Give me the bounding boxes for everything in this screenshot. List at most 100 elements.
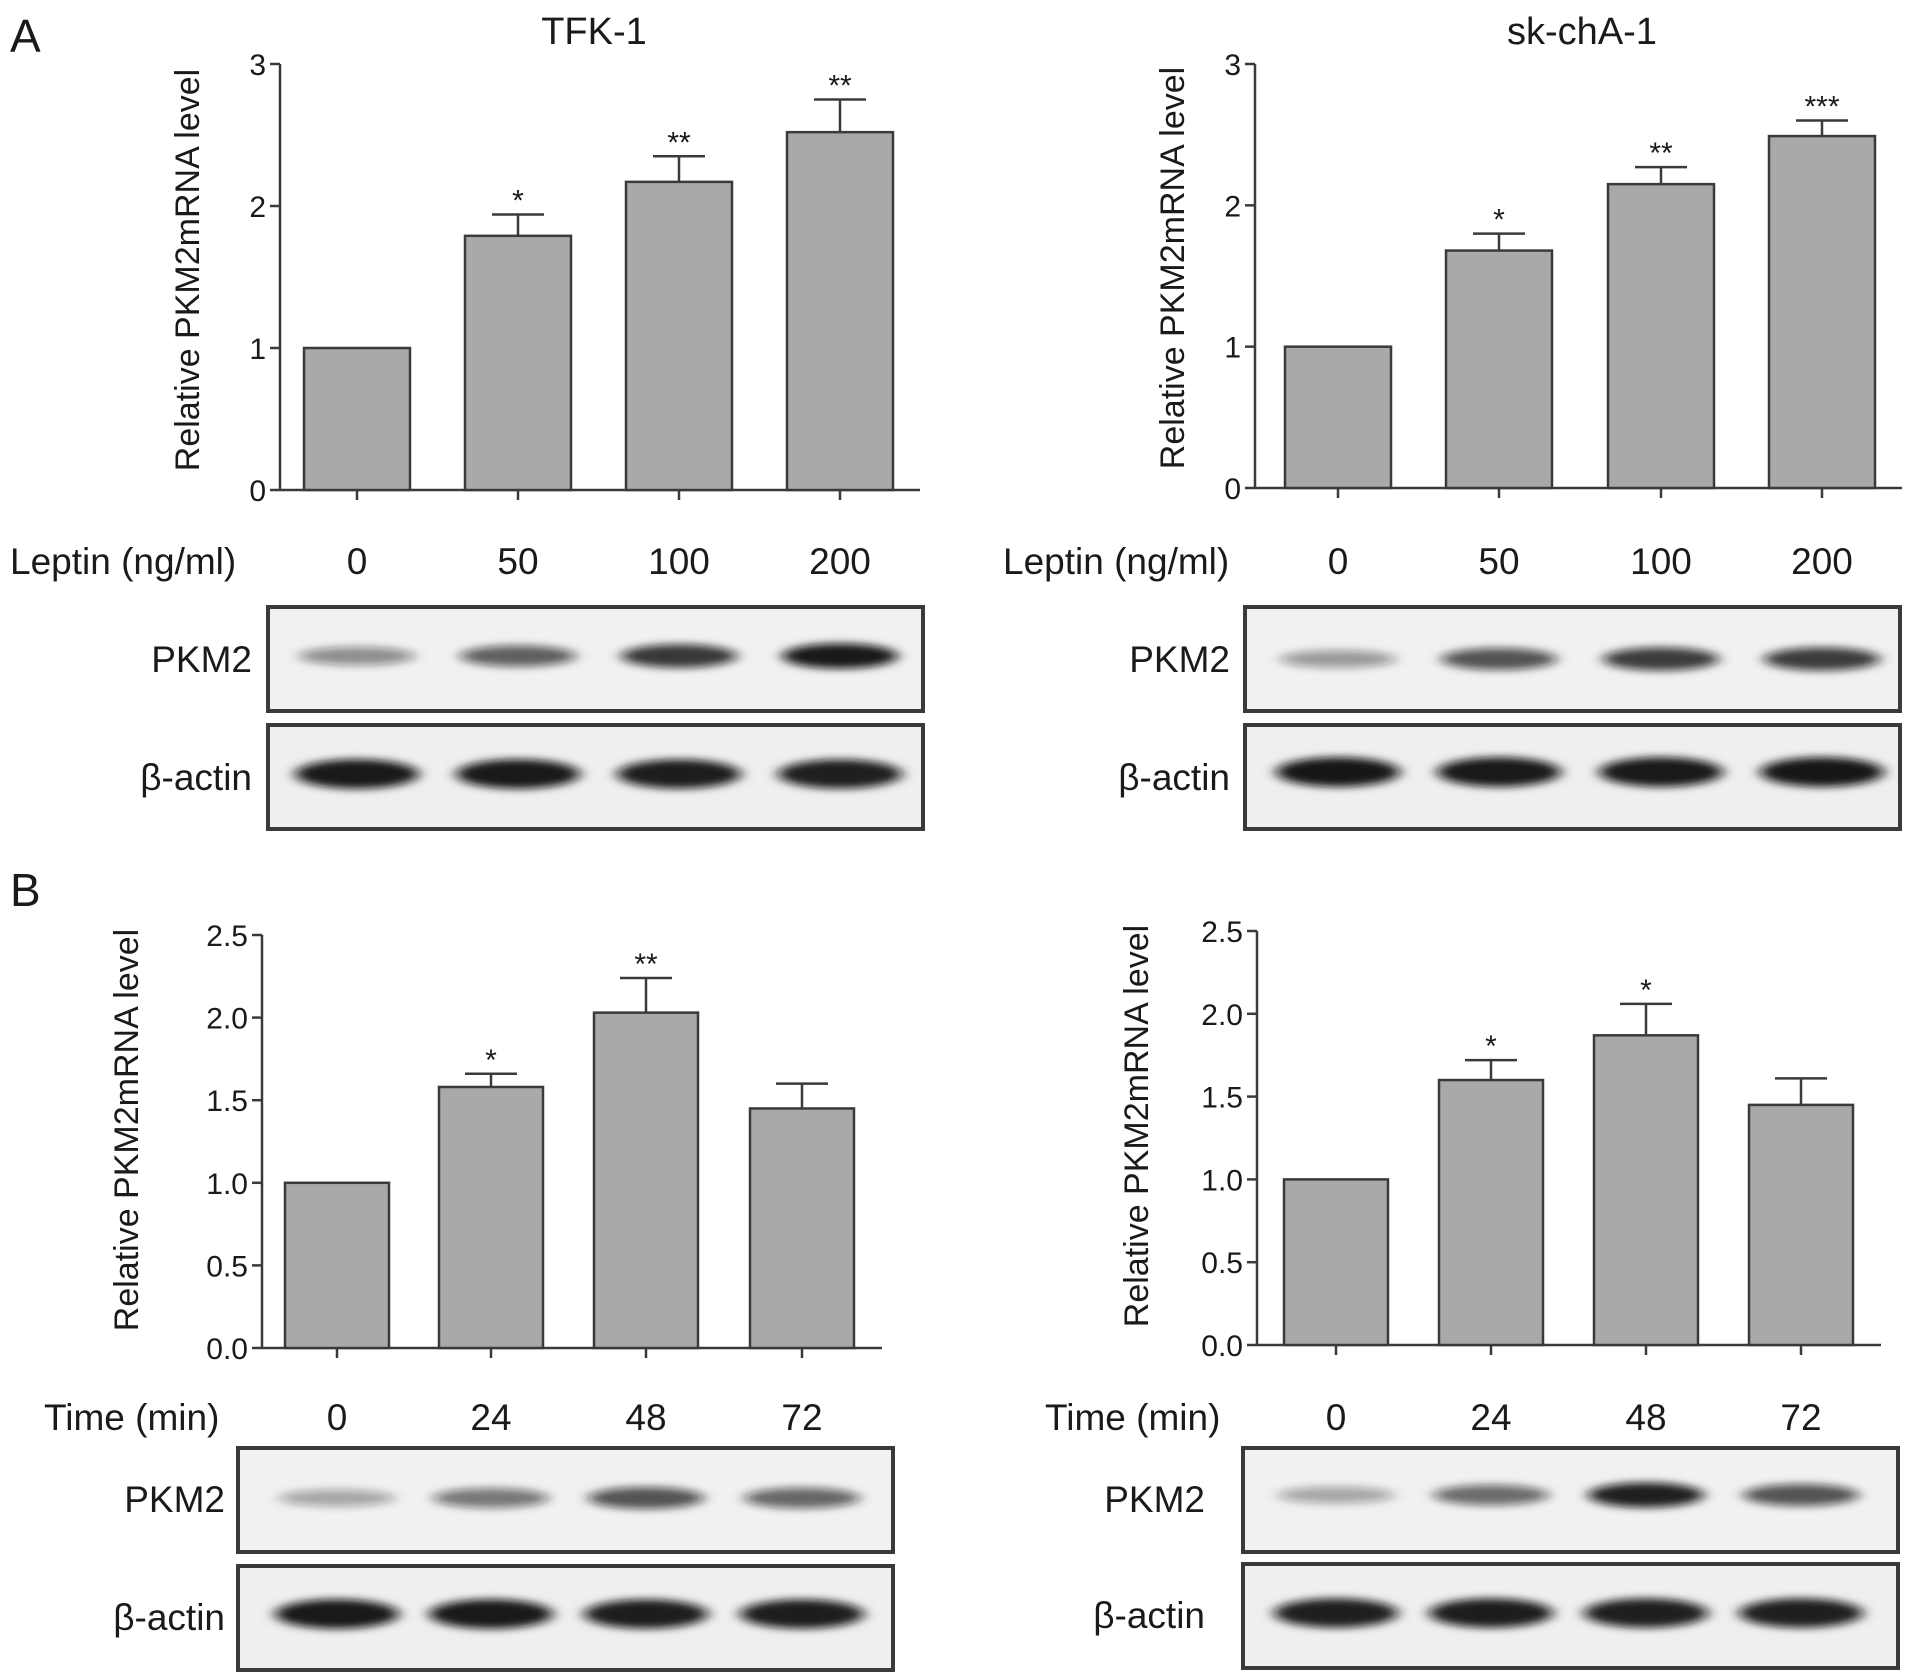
chart-title: TFK-1 bbox=[541, 11, 647, 53]
blot-band-loading bbox=[1584, 1598, 1708, 1628]
blot-band-loading bbox=[429, 1599, 553, 1629]
y-tick-label: 0.5 bbox=[1201, 1247, 1243, 1280]
blot-band-target bbox=[1743, 1484, 1859, 1506]
x-axis-label: Time (min) bbox=[44, 1397, 219, 1438]
category-label: 48 bbox=[625, 1397, 666, 1438]
panel-label-a: A bbox=[10, 10, 41, 62]
blot-label-target: PKM2 bbox=[151, 639, 252, 680]
plot-area: 0 1 2 3 0 * 50 ** 100 ** 200 bbox=[249, 49, 920, 582]
bar bbox=[1282, 1178, 1390, 1347]
y-tick-label: 1.5 bbox=[206, 1085, 248, 1118]
y-tick-label: 2.0 bbox=[1201, 999, 1243, 1032]
chart-tfk1: TFK-1 Relative PKM2mRNA level Leptin (ng… bbox=[10, 11, 920, 582]
blot-band-target bbox=[744, 1487, 860, 1509]
bar bbox=[748, 1107, 856, 1350]
chart-skcha1: sk-chA-1 Relative PKM2mRNA level Leptin … bbox=[1003, 11, 1902, 582]
y-tick-label: 2 bbox=[1224, 190, 1241, 223]
significance-label: * bbox=[1640, 974, 1652, 1007]
significance-label: * bbox=[1493, 204, 1505, 237]
blot-band-target bbox=[299, 646, 415, 666]
bar bbox=[1767, 134, 1877, 490]
blot-band-loading bbox=[1760, 757, 1884, 787]
category-label: 0 bbox=[1326, 1397, 1347, 1438]
significance-label: ** bbox=[634, 948, 658, 981]
category-label: 200 bbox=[1791, 541, 1853, 582]
blot-label-target: PKM2 bbox=[1104, 1479, 1205, 1520]
blot-band-loading bbox=[740, 1599, 864, 1629]
blot-band-loading bbox=[1274, 1598, 1398, 1628]
blot-band-loading bbox=[617, 759, 741, 789]
y-tick-label: 1 bbox=[249, 333, 266, 366]
blot-bands bbox=[1276, 647, 1884, 787]
blot-band-loading bbox=[1599, 757, 1723, 787]
blot-band-target bbox=[1764, 647, 1880, 671]
y-tick-label: 1.0 bbox=[1201, 1164, 1243, 1197]
significance-label: ** bbox=[667, 126, 691, 159]
blot-band-target bbox=[782, 643, 898, 669]
category-label: 0 bbox=[1328, 541, 1349, 582]
category-label: 50 bbox=[1478, 541, 1519, 582]
blot-label-loading: β-actin bbox=[140, 757, 252, 798]
plot-area: 0 1 2 3 0 * 50 ** 100 *** 200 bbox=[1224, 49, 1902, 582]
bar bbox=[302, 346, 412, 492]
blot-band-loading bbox=[1276, 757, 1400, 787]
significance-label: ** bbox=[828, 70, 852, 103]
panel-label-b: B bbox=[10, 864, 41, 916]
y-axis-label: Relative PKM2mRNA level bbox=[169, 69, 207, 471]
category-label: 24 bbox=[1470, 1397, 1511, 1438]
category-label: 0 bbox=[327, 1397, 348, 1438]
bar bbox=[785, 130, 895, 492]
significance-label: * bbox=[1485, 1030, 1497, 1063]
blot-label-target: PKM2 bbox=[124, 1479, 225, 1520]
blot-band-loading bbox=[1739, 1598, 1863, 1628]
blot-band-loading bbox=[456, 759, 580, 789]
blot-band-target bbox=[1441, 648, 1557, 670]
significance-label: * bbox=[512, 185, 524, 218]
bar bbox=[463, 234, 573, 492]
blot-label-loading: β-actin bbox=[113, 1597, 225, 1638]
y-tick-label: 1.0 bbox=[206, 1168, 248, 1201]
bar bbox=[624, 180, 734, 492]
blot-band-loading bbox=[584, 1599, 708, 1629]
significance-label: * bbox=[485, 1044, 497, 1077]
blot-band-loading bbox=[1437, 757, 1561, 787]
y-tick-label: 2 bbox=[249, 191, 266, 224]
y-tick-label: 3 bbox=[1224, 49, 1241, 82]
y-tick-label: 1 bbox=[1224, 332, 1241, 365]
bar bbox=[1437, 1078, 1545, 1347]
x-axis-label: Leptin (ng/ml) bbox=[1003, 541, 1229, 582]
y-tick-label: 1.5 bbox=[1201, 1082, 1243, 1115]
blot-label-target: PKM2 bbox=[1129, 639, 1230, 680]
blot-band-loading bbox=[778, 759, 902, 789]
blot-band-loading bbox=[275, 1599, 399, 1629]
category-label: 0 bbox=[347, 541, 368, 582]
y-tick-label: 0.0 bbox=[1201, 1330, 1243, 1363]
category-label: 72 bbox=[1780, 1397, 1821, 1438]
blot-band-target bbox=[621, 644, 737, 668]
y-axis-label: Relative PKM2mRNA level bbox=[108, 929, 146, 1331]
chart-time-left: Relative PKM2mRNA level Time (min) 0.0 0.… bbox=[44, 920, 882, 1438]
y-tick-label: 2.5 bbox=[1201, 916, 1243, 949]
y-tick-label: 0.5 bbox=[206, 1250, 248, 1283]
bar bbox=[437, 1085, 545, 1350]
category-label: 50 bbox=[497, 541, 538, 582]
significance-label: ** bbox=[1649, 137, 1673, 170]
y-tick-label: 3 bbox=[249, 49, 266, 82]
bar bbox=[592, 1011, 700, 1350]
y-tick-label: 0.0 bbox=[206, 1333, 248, 1366]
category-label: 100 bbox=[648, 541, 710, 582]
significance-label: *** bbox=[1804, 91, 1839, 124]
category-label: 200 bbox=[809, 541, 871, 582]
bar bbox=[1444, 249, 1554, 490]
blot-band-loading bbox=[295, 759, 419, 789]
chart-time-right: Relative PKM2mRNA level Time (min) 0.00.… bbox=[1045, 916, 1881, 1438]
blot-bands bbox=[295, 643, 902, 789]
y-tick-label: 0 bbox=[249, 475, 266, 508]
y-axis-label: Relative PKM2mRNA level bbox=[1118, 925, 1156, 1327]
bar bbox=[283, 1181, 391, 1350]
blot-band-target bbox=[1588, 1482, 1704, 1508]
blot-tfk1: PKM2 β-actin bbox=[140, 605, 925, 831]
blot-bands bbox=[1274, 1482, 1863, 1628]
y-tick-label: 2.0 bbox=[206, 1003, 248, 1036]
